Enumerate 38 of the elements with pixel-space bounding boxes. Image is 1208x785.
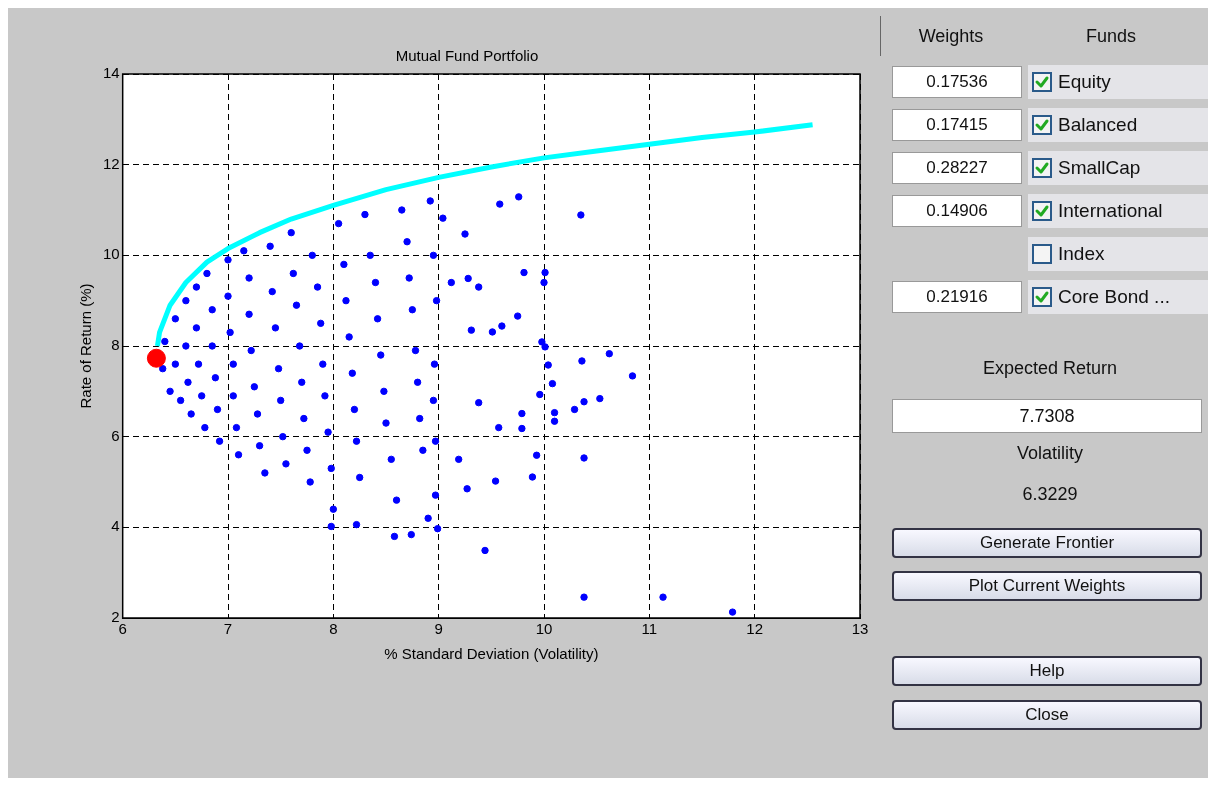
text: Help bbox=[892, 656, 1202, 686]
text: Weights bbox=[917, 25, 985, 47]
text: Balanced bbox=[1058, 114, 1138, 136]
text: 0.17536 bbox=[892, 66, 1022, 98]
y-tick-label: 4 bbox=[111, 517, 120, 535]
chart-title: Mutual Fund Portfolio bbox=[395, 47, 539, 65]
x-tick-label: 13 bbox=[851, 620, 869, 638]
text: SmallCap bbox=[1058, 157, 1141, 179]
text: 6.3229 bbox=[1021, 483, 1079, 506]
x-tick-label: 12 bbox=[746, 620, 764, 638]
x-tick-label: 10 bbox=[535, 620, 553, 638]
text: 0.17415 bbox=[892, 109, 1022, 141]
text: Equity bbox=[1058, 71, 1111, 93]
x-axis-title: % Standard Deviation (Volatility) bbox=[384, 645, 599, 663]
text: 7.7308 bbox=[892, 399, 1202, 433]
y-tick-label: 8 bbox=[111, 336, 120, 354]
x-tick-label: 7 bbox=[223, 620, 233, 638]
y-tick-label: 2 bbox=[111, 608, 120, 626]
text: Funds bbox=[1085, 25, 1137, 47]
y-tick-label: 14 bbox=[103, 64, 120, 82]
y-tick-label: 6 bbox=[111, 426, 120, 444]
text: Index bbox=[1058, 243, 1105, 265]
text: International bbox=[1058, 200, 1163, 222]
x-tick-label: 9 bbox=[434, 620, 443, 638]
text: Close bbox=[892, 700, 1202, 730]
text: 0.28227 bbox=[892, 152, 1022, 184]
text: Expected Return bbox=[981, 357, 1119, 380]
x-tick-label: 11 bbox=[641, 620, 658, 638]
y-axis-title: Rate of Return (%) bbox=[77, 283, 95, 409]
y-tick-label: 10 bbox=[103, 245, 120, 263]
x-tick-label: 8 bbox=[329, 620, 338, 638]
text: Volatility bbox=[1015, 442, 1084, 465]
text: 0.14906 bbox=[892, 195, 1022, 227]
y-tick-label: 12 bbox=[103, 154, 120, 172]
text: 0.21916 bbox=[892, 281, 1022, 313]
text: Generate Frontier bbox=[892, 528, 1202, 558]
text: Plot Current Weights bbox=[892, 571, 1202, 601]
text: Core Bond ... bbox=[1058, 286, 1170, 308]
